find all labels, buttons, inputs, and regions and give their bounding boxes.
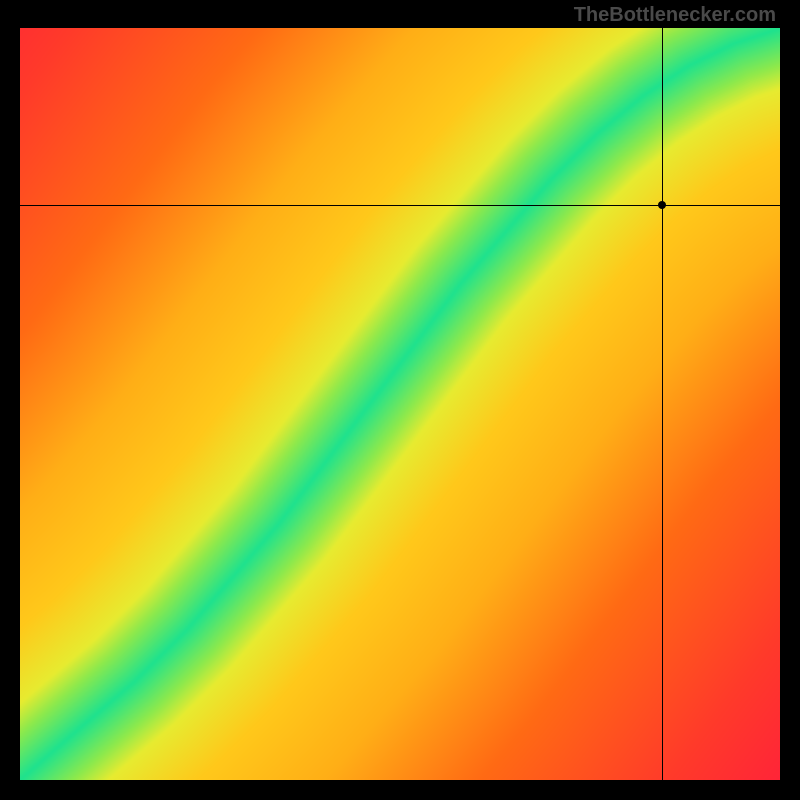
heatmap-plot xyxy=(20,28,780,780)
heatmap-canvas xyxy=(20,28,780,780)
crosshair-vertical xyxy=(662,28,663,780)
crosshair-marker xyxy=(658,201,666,209)
watermark-text: TheBottlenecker.com xyxy=(574,4,776,27)
